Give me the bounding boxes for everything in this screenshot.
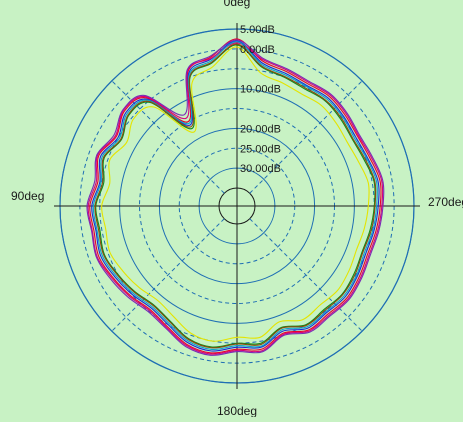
series-line-4 bbox=[86, 39, 385, 356]
series-line-6 bbox=[92, 41, 378, 351]
spoke-225 bbox=[249, 218, 363, 332]
angle-label-90: 90deg bbox=[11, 189, 44, 203]
ring-label-0: 5.00dB bbox=[240, 24, 275, 36]
series-line-7 bbox=[94, 43, 377, 349]
series-lines bbox=[86, 38, 385, 356]
spoke-315 bbox=[249, 80, 363, 194]
angle-label-180: 180deg bbox=[217, 404, 257, 417]
series-line-3 bbox=[95, 44, 376, 348]
angle-label-270: 270deg bbox=[428, 195, 463, 209]
ring-label-5: 20.00dB bbox=[240, 123, 281, 135]
labels: 5.00dB 0.00dB 10.00dB 20.00dB 25.00dB 30.00dB… bbox=[11, 0, 463, 418]
spoke-135 bbox=[111, 218, 225, 332]
spoke-45 bbox=[111, 80, 225, 194]
series-line-1 bbox=[91, 40, 380, 352]
angle-label-0: 0deg bbox=[224, 0, 251, 9]
ring-label-6: 25.00dB bbox=[240, 143, 281, 155]
series-line-5 bbox=[101, 46, 370, 342]
ring-label-7: 30.00dB bbox=[240, 163, 281, 175]
series-line-2 bbox=[87, 42, 384, 355]
grid bbox=[54, 23, 420, 389]
series-line-0 bbox=[89, 38, 382, 354]
ring-label-1: 0.00dB bbox=[240, 44, 275, 56]
ring-label-3: 10.00dB bbox=[240, 84, 281, 96]
